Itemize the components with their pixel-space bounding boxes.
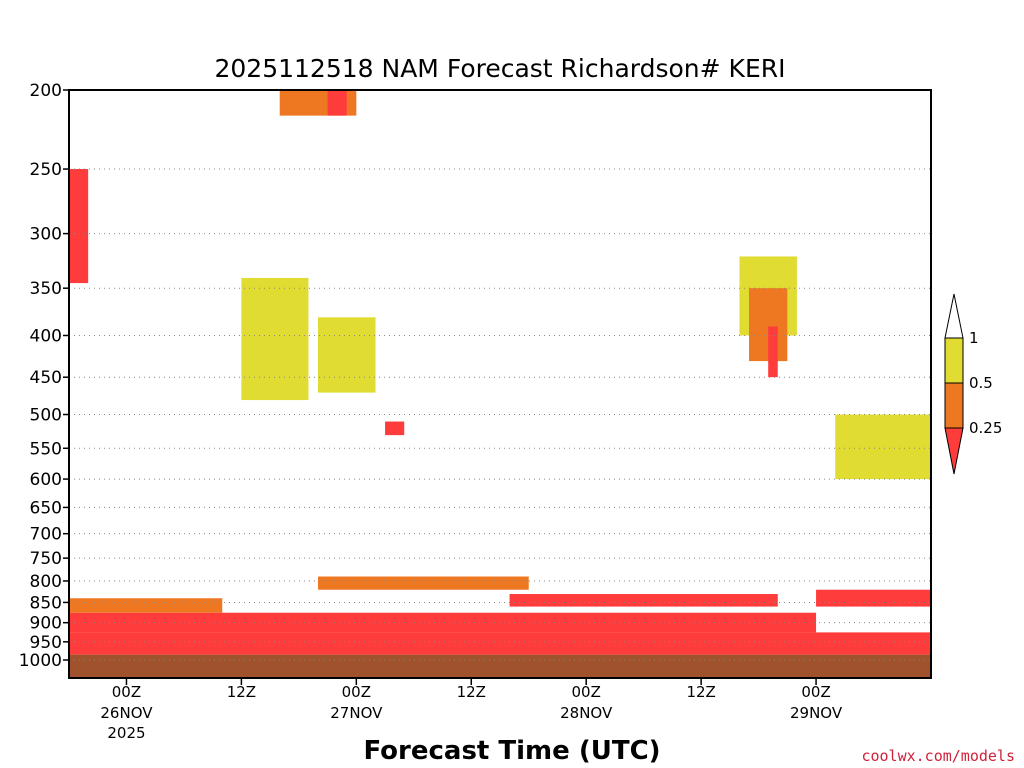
y-tick-label-650: 650 xyxy=(30,498,62,518)
heat-region-6 xyxy=(69,169,89,284)
y-tick-label-750: 750 xyxy=(30,549,62,569)
x-tick-date-4: 28NOV xyxy=(560,704,613,722)
y-tick-label-250: 250 xyxy=(30,160,62,180)
y-tick-label-350: 350 xyxy=(30,279,62,299)
chart-title: 2025112518 NAM Forecast Richardson# KERI xyxy=(215,54,786,83)
colorbar-label-1: 0.5 xyxy=(969,374,993,392)
x-tick-label-3: 12Z xyxy=(457,683,486,701)
heat-region-11 xyxy=(385,421,405,436)
x-tick-date-2: 27NOV xyxy=(330,704,383,722)
heat-region-15 xyxy=(835,414,931,480)
y-tick-label-500: 500 xyxy=(30,406,62,426)
ground-layer xyxy=(69,654,931,678)
y-tick-label-300: 300 xyxy=(30,225,62,245)
y-tick-label-950: 950 xyxy=(30,633,62,653)
x-tick-label-4: 00Z xyxy=(572,683,601,701)
colorbar-label-0: 1 xyxy=(969,329,979,347)
x-tick-label-5: 12Z xyxy=(686,683,715,701)
y-axis: 200 250 300 350 400 450 500 550 600 650 700 750 8008… xyxy=(19,81,69,671)
x-tick-year-0: 2025 xyxy=(107,724,145,742)
heat-region-5 xyxy=(816,589,931,607)
colorbar-yellow xyxy=(944,337,964,384)
x-tick-date-0: 26NOV xyxy=(100,704,153,722)
y-tick-label-900: 900 xyxy=(30,614,62,634)
ground-fill xyxy=(69,654,931,678)
y-tick-label-600: 600 xyxy=(30,470,62,490)
heat-region-13 xyxy=(749,288,788,362)
x-axis: 00Z 26NOV 2025 12Z 00Z 27NOV 12Z 00Z 28NOV 12Z 00Z… xyxy=(100,678,843,742)
y-tick-label-800: 800 xyxy=(30,572,62,592)
x-tick-label-1: 12Z xyxy=(227,683,256,701)
y-tick-label-550: 550 xyxy=(30,439,62,459)
y-tick-label-200: 200 xyxy=(30,81,62,101)
y-tick-label-700: 700 xyxy=(30,525,62,545)
heat-region-14 xyxy=(768,326,778,378)
heat-region-4 xyxy=(509,594,778,607)
x-tick-label-0: 00Z xyxy=(112,683,141,701)
y-tick-label-850: 850 xyxy=(30,593,62,613)
colorbar-bottom-arrow xyxy=(944,427,964,475)
heat-region-3 xyxy=(318,576,529,590)
heat-region-9 xyxy=(241,277,309,401)
heat-region-10 xyxy=(318,317,376,393)
heat-region-0 xyxy=(69,632,931,655)
x-axis-label: Forecast Time (UTC) xyxy=(363,736,660,766)
heat-region-1 xyxy=(69,612,817,633)
heat-region-8 xyxy=(327,90,347,116)
colorbar-top-arrow xyxy=(944,293,964,339)
colorbar-label-2: 0.25 xyxy=(969,419,1002,437)
heatmap-cells xyxy=(69,90,931,655)
y-tick-label-1000: 1000 xyxy=(19,651,62,671)
plot-frame xyxy=(68,89,932,679)
x-tick-label-2: 00Z xyxy=(342,683,371,701)
credit-text: coolwx.com/models xyxy=(861,747,1015,765)
heat-region-2 xyxy=(69,598,223,613)
y-tick-label-450: 450 xyxy=(30,368,62,388)
x-tick-date-6: 29NOV xyxy=(790,704,843,722)
x-tick-label-6: 00Z xyxy=(801,683,830,701)
colorbar-orange xyxy=(944,382,964,429)
colorbar-legend: 1 0.5 0.25 xyxy=(944,293,1002,475)
y-tick-label-400: 400 xyxy=(30,326,62,346)
